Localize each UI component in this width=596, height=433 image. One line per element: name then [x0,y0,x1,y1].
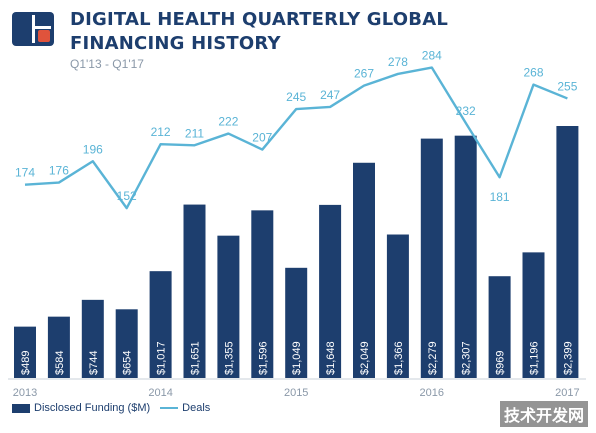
bar-label-3: $654 [122,351,134,375]
deals-label-8: 245 [286,90,306,104]
deals-label-4: 212 [151,125,171,139]
bar-7 [251,210,274,378]
deals-label-15: 268 [523,66,543,80]
deals-label-12: 284 [422,49,442,63]
x-tick-2015: 2015 [284,387,308,399]
legend-deals-label: Deals [182,402,211,414]
legend-funding-swatch [12,403,30,413]
bar-label-4: $1,017 [156,341,168,375]
deals-label-3: 152 [117,189,137,203]
bar-label-14: $969 [495,351,507,375]
deals-label-16: 255 [557,79,577,93]
bar-14 [488,276,511,378]
deals-label-2: 196 [83,142,103,156]
bar-12 [420,138,443,378]
bar-label-10: $2,049 [359,341,371,375]
x-tick-2014: 2014 [148,387,172,399]
deals-label-7: 207 [252,131,272,145]
bar-label-8: $1,049 [291,341,303,375]
bar-3 [115,309,138,378]
deals-label-14: 181 [490,190,510,204]
cb-insights-logo [12,12,54,46]
bar-label-5: $1,651 [190,341,202,375]
watermark: 技术开发网 [499,401,588,427]
deals-label-5: 211 [185,126,204,140]
bar-label-0: $489 [20,351,32,375]
x-tick-2016: 2016 [420,387,444,399]
chart-title: DIGITAL HEALTH QUARTERLY GLOBAL FINANCIN… [70,9,449,54]
bar-label-1: $584 [54,351,66,375]
bar-15 [522,252,545,378]
deals-label-10: 267 [354,67,374,81]
deals-label-13: 232 [456,104,476,118]
deals-label-1: 176 [49,164,69,178]
bar-label-7: $1,596 [257,341,269,375]
legend-deals-swatch [160,407,179,409]
bar-5 [183,204,206,378]
deals-line [24,66,568,210]
bar-label-15: $1,196 [529,341,541,375]
bar-label-11: $1,366 [393,341,405,375]
bar-label-2: $744 [88,351,100,375]
bar-label-6: $1,355 [223,341,235,375]
bar-4 [149,271,172,378]
legend-funding-label: Disclosed Funding ($M) [34,402,151,414]
x-tick-2013: 2013 [13,387,37,399]
chart-legend: Disclosed Funding ($M) Deals [12,402,210,414]
deals-label-9: 247 [320,88,340,102]
bar-2 [81,299,104,378]
deals-label-6: 222 [218,115,238,129]
x-tick-2017: 2017 [555,387,579,399]
deals-label-0: 174 [15,166,35,180]
bar-6 [217,235,240,378]
bar-11 [386,234,409,378]
bar-16 [556,126,579,378]
bar-label-12: $2,279 [427,341,439,375]
bar-1 [47,316,70,378]
bar-label-13: $2,307 [461,341,473,375]
bar-0 [14,326,36,378]
bar-label-9: $1,648 [325,341,337,375]
deals-label-11: 278 [388,55,408,69]
chart-subtitle: Q1'13 - Q1'17 [70,57,144,71]
bar-9 [319,204,342,378]
bar-10 [353,162,375,378]
bar-8 [285,267,308,378]
bar-13 [454,135,477,378]
bar-label-16: $2,399 [562,341,574,375]
